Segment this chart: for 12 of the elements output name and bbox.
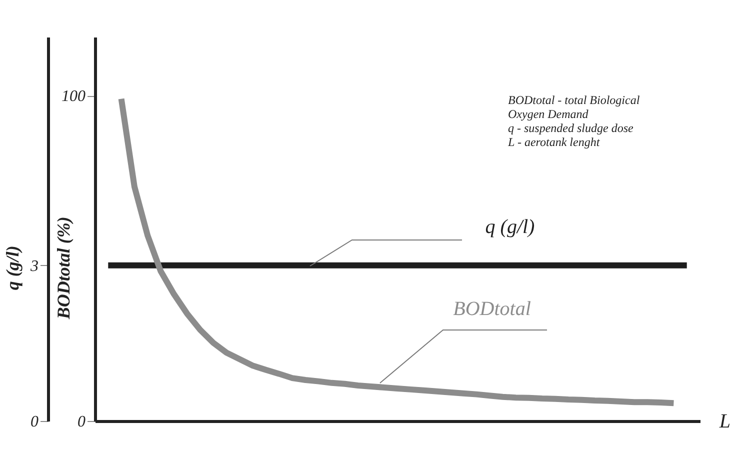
annotation: Oxygen Demand [508,107,590,121]
text: BODtotal [453,298,532,320]
y-axis-title: q (g/l) [2,246,22,290]
y-tick-label: 3 [30,258,38,275]
annotation: L - aerotank lenght [507,135,600,149]
annotation: q - suspended sludge dose [508,121,634,135]
annotation: BODtotal - total Biological [508,93,640,107]
y2-axis-title: BODtotal (%) [54,216,74,320]
x-axis-title: L [718,410,730,432]
series-label: q (g/l) [485,216,536,238]
y2-tick-label: 100 [62,88,86,106]
y2-tick-label: 0 [78,414,86,430]
